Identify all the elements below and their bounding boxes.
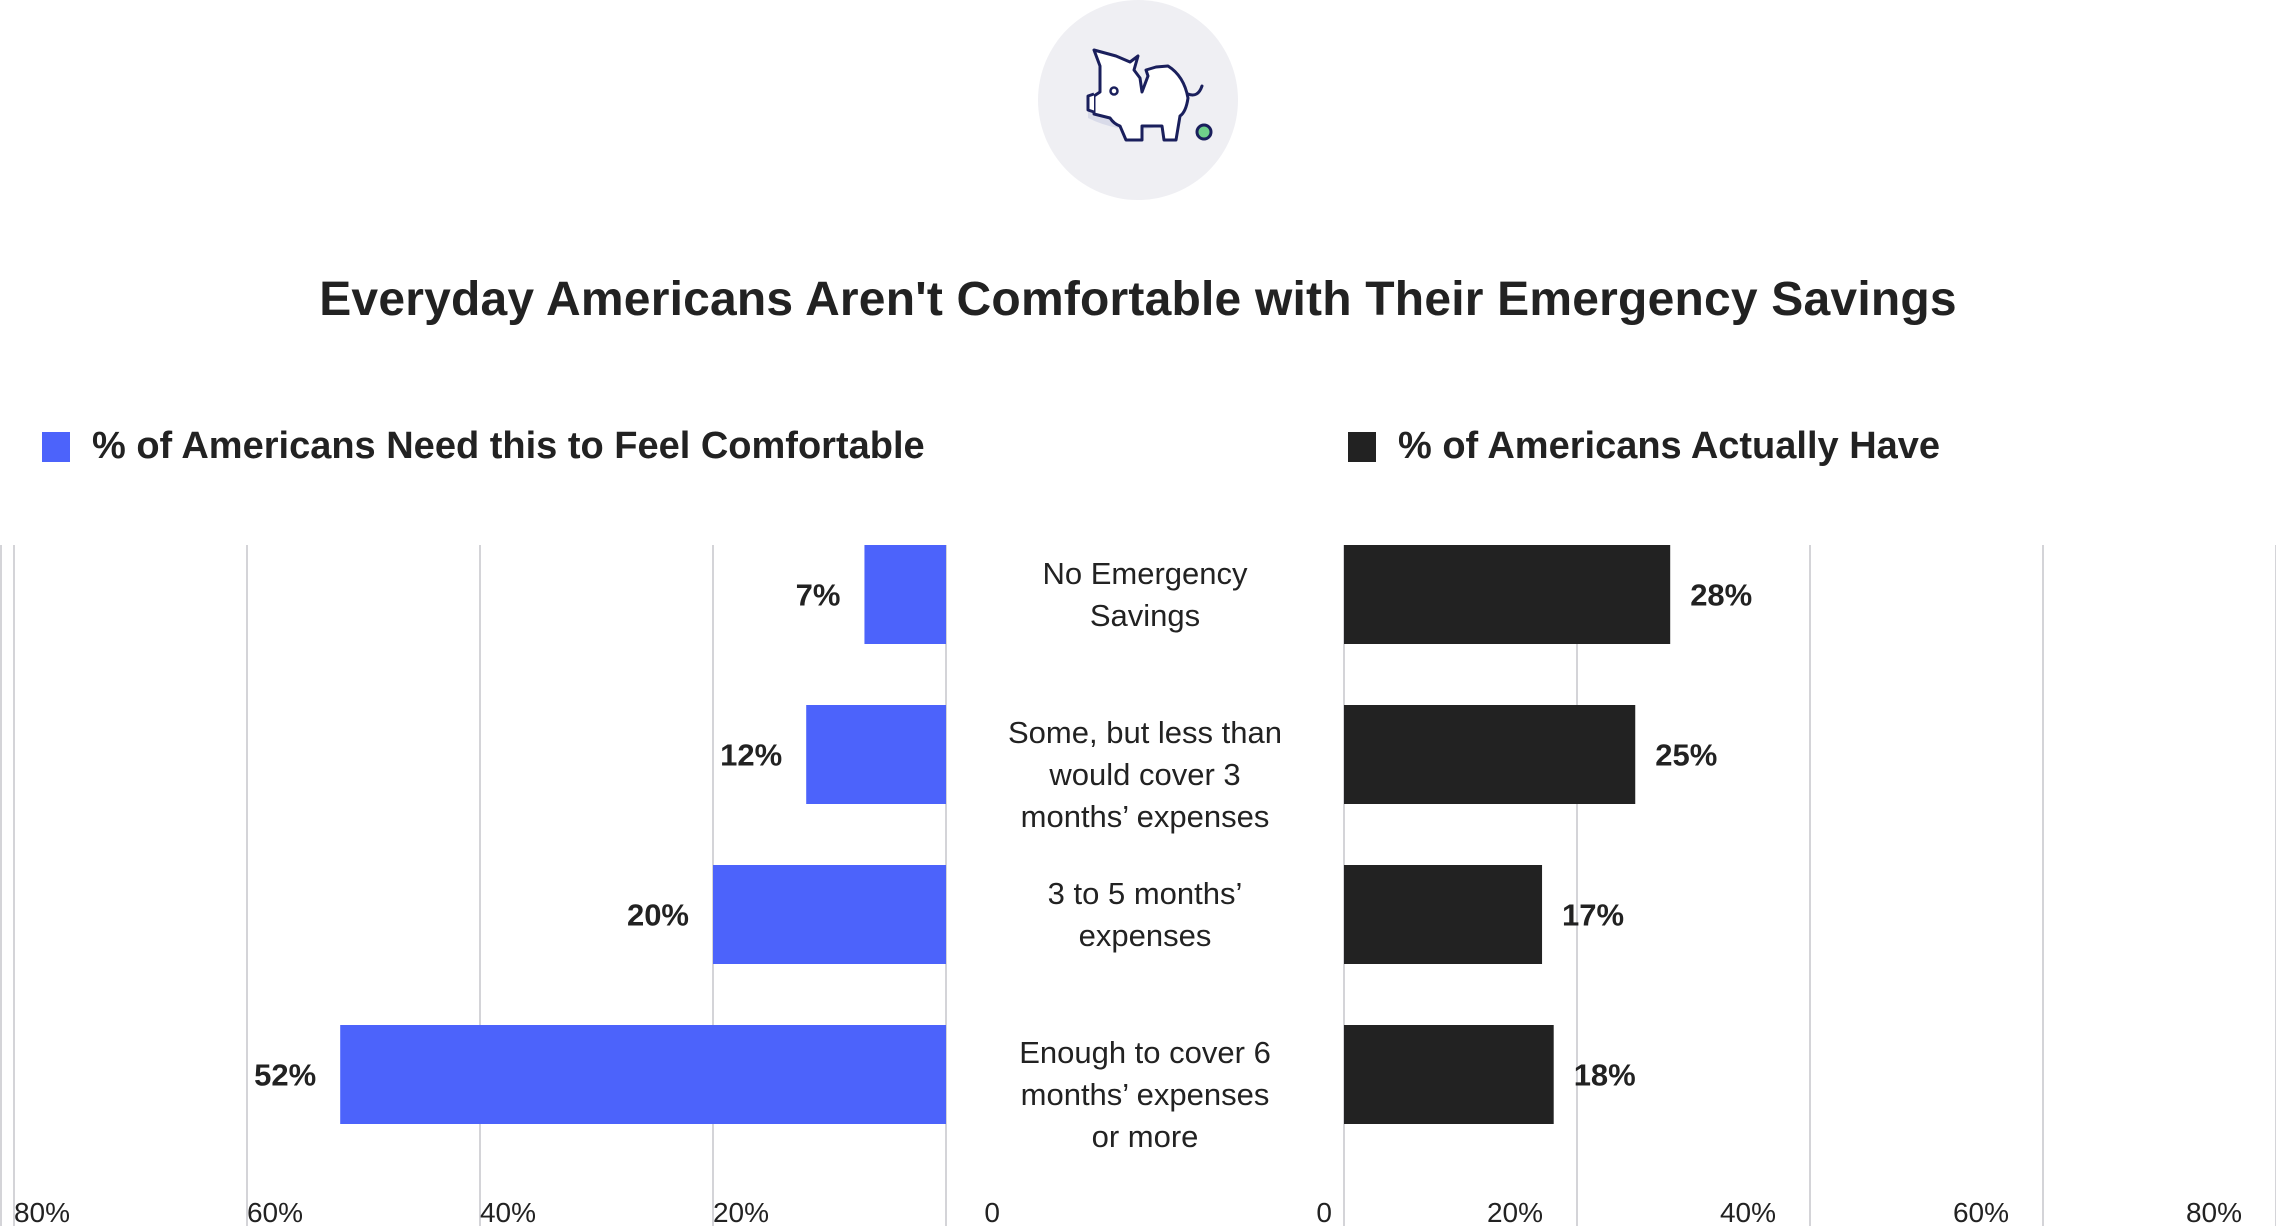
tick-label-left: 80% (14, 1197, 70, 1226)
data-label-need: 7% (796, 578, 841, 613)
piggy-bank-badge (1038, 0, 1238, 200)
tick-label-left: 0 (984, 1197, 1000, 1226)
data-label-need: 52% (254, 1058, 316, 1093)
data-label-need: 12% (720, 738, 782, 773)
bar-need (806, 705, 946, 804)
tick-label-right: 80% (2186, 1197, 2242, 1226)
bar-need (340, 1025, 946, 1124)
tick-label-right: 60% (1953, 1197, 2009, 1226)
broken-piggy-bank-icon (1086, 48, 1213, 142)
data-label-have: 17% (1562, 898, 1624, 933)
legend-label-have: % of Americans Actually Have (1398, 425, 1941, 467)
legend-swatch-blue (42, 431, 70, 462)
data-label-have: 25% (1655, 738, 1717, 773)
category-label: 3 to 5 months’ expenses (1047, 875, 1243, 953)
legend-item-need: % of Americans Need this to Feel Comfort… (42, 425, 925, 468)
category-label: Enough to cover 6 months’ expenses or mo… (1019, 1034, 1271, 1154)
tick-label-left: 20% (713, 1197, 769, 1226)
tick-label-right: 20% (1487, 1197, 1543, 1226)
category-label: Some, but less than would cover 3 months… (1008, 714, 1282, 834)
tick-label-right: 40% (1720, 1197, 1776, 1226)
bar-need (713, 865, 946, 964)
category-label: No Emergency Savings (1042, 555, 1248, 633)
bar-have (1344, 1025, 1554, 1124)
bar-have (1344, 865, 1543, 964)
tick-label-left: 60% (247, 1197, 303, 1226)
legend-swatch-black (1348, 431, 1376, 462)
data-label-have: 18% (1574, 1058, 1636, 1093)
tick-label-left: 40% (480, 1197, 536, 1226)
data-label-have: 28% (1690, 578, 1752, 613)
tick-label-right: 0 (1316, 1197, 1332, 1226)
bar-have (1344, 705, 1636, 804)
chart-title: Everyday Americans Aren't Comfortable wi… (319, 273, 1957, 326)
data-label-need: 20% (627, 898, 689, 933)
bar-need (864, 545, 946, 644)
legend-item-have: % of Americans Actually Have (1348, 425, 1940, 468)
legend-label-need: % of Americans Need this to Feel Comfort… (92, 425, 925, 467)
bar-have (1344, 545, 1671, 644)
